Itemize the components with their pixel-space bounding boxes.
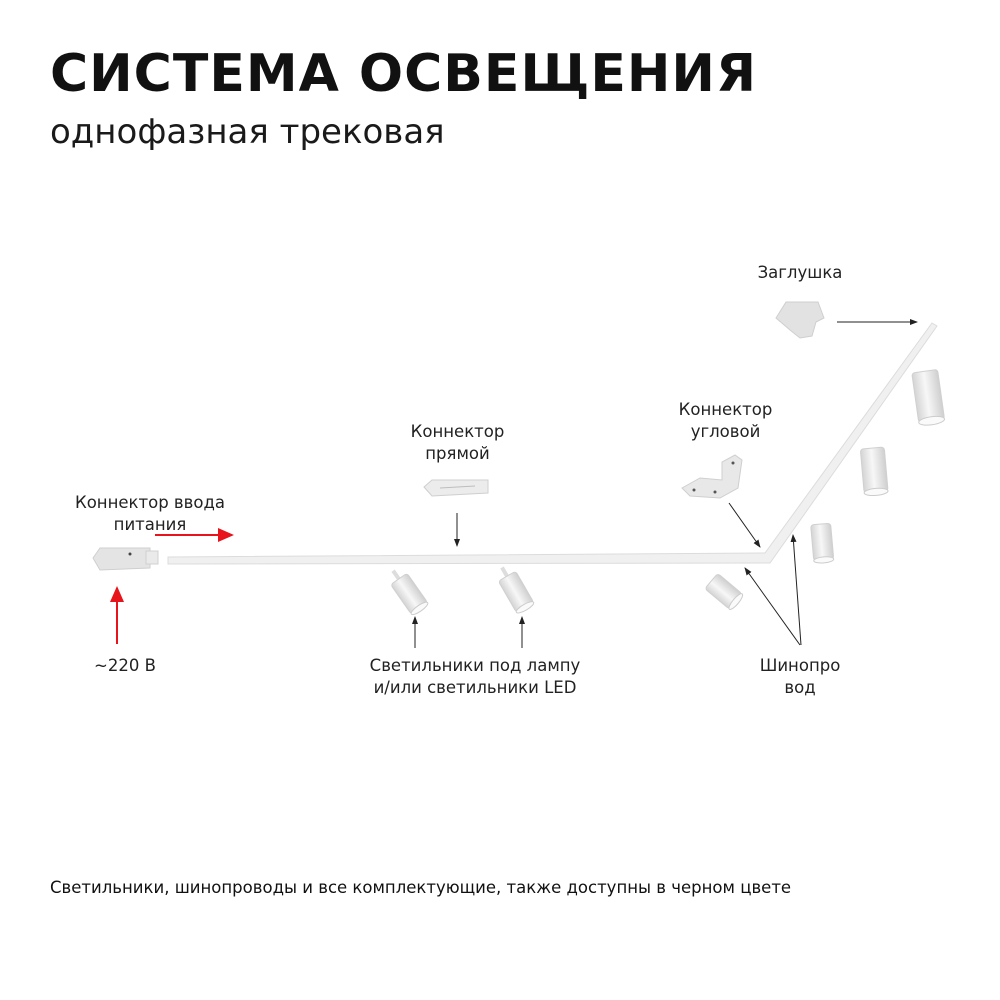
fixture-4 — [810, 522, 835, 564]
label-line: Коннектор ввода — [75, 493, 225, 512]
label-line: Шинопро — [759, 656, 841, 675]
label-line: прямой — [425, 444, 490, 463]
busbar-label: Шинопро вод — [750, 655, 850, 699]
corner-connector-image — [681, 454, 743, 499]
label-line: угловой — [690, 422, 761, 441]
busbar-track — [167, 322, 938, 565]
page-title: СИСТЕМА ОСВЕЩЕНИЯ — [50, 44, 757, 104]
busbar-arrow-2 — [790, 534, 802, 646]
busbar-arrow-1 — [744, 567, 801, 646]
label-line: Светильники под лампу — [369, 656, 581, 675]
fixture-1 — [391, 569, 429, 616]
label-line: питания — [113, 515, 187, 534]
power-connector-label: Коннектор ввода питания — [55, 492, 245, 536]
corner-connector-label: Коннектор угловой — [658, 399, 793, 443]
straight-connector-image — [423, 479, 489, 497]
voltage-label: ~220 В — [94, 656, 156, 675]
page-subtitle: однофазная трековая — [50, 112, 445, 152]
fixture-5 — [860, 446, 889, 497]
fixture-6 — [911, 369, 946, 426]
end-cap-image — [775, 301, 825, 339]
power-connector-image — [92, 547, 159, 571]
label-line: Коннектор — [678, 400, 773, 419]
label-line: и/или светильники LED — [373, 678, 577, 697]
label-line: вод — [784, 678, 816, 697]
fixtures-label: Светильники под лампу и/или светильники … — [340, 655, 610, 699]
label-line: Коннектор — [410, 422, 505, 441]
straight-connector-label: Коннектор прямой — [390, 421, 525, 465]
end-cap-label: Заглушка — [757, 263, 843, 282]
corner-connector-arrow — [728, 502, 761, 548]
footer-note: Светильники, шинопроводы и все комплекту… — [50, 878, 792, 897]
fixture-2 — [498, 566, 535, 614]
fixture-3 — [705, 574, 744, 610]
